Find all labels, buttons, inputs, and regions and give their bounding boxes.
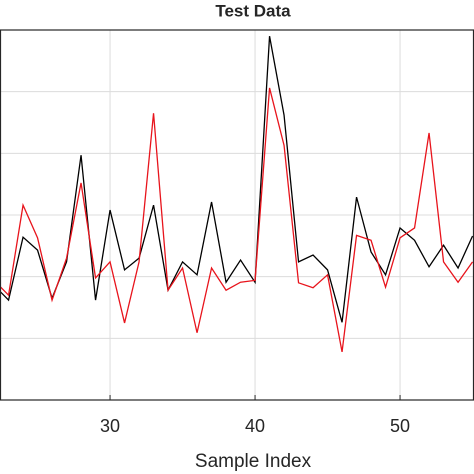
x-tick-label: 40 bbox=[245, 416, 265, 436]
chart-title: Test Data bbox=[215, 1, 291, 20]
series-line bbox=[0, 87, 474, 353]
x-tick-label: 30 bbox=[100, 416, 120, 436]
x-tick-label: 50 bbox=[390, 416, 410, 436]
series-line bbox=[0, 36, 474, 323]
x-axis-label: Sample Index bbox=[195, 451, 312, 472]
